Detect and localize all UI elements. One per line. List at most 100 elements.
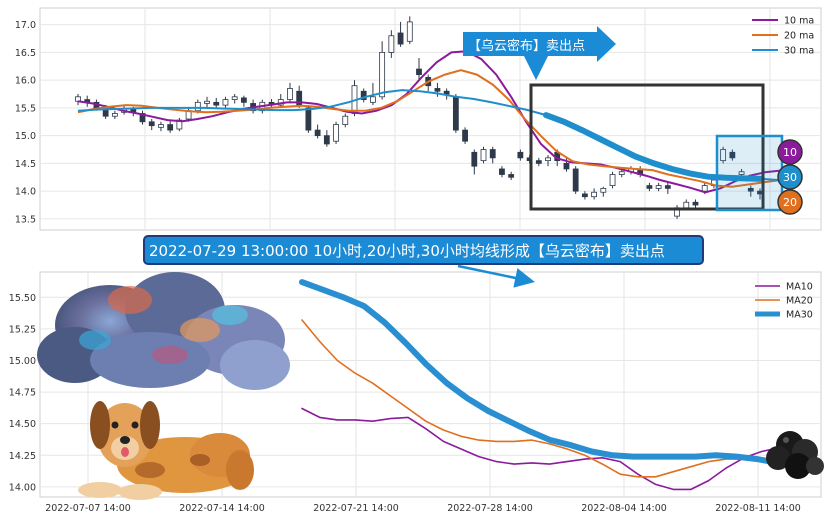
candle-body: [701, 185, 708, 192]
candle-body: [655, 185, 662, 189]
bottom-y-ticks: 14.00 14.25 14.50 14.75 15.00 15.25 15.50: [9, 293, 36, 494]
candle-body: [729, 151, 736, 159]
top-y-tick-label: 13.5: [15, 214, 36, 225]
dog-illustration: [78, 401, 254, 500]
candle-body: [406, 21, 413, 42]
top-y-tick-label: 16.5: [15, 48, 36, 59]
top-ma-lines: [77, 50, 781, 194]
candle-body: [609, 174, 616, 187]
candle-body: [545, 157, 551, 162]
top-line-20-ma: [77, 69, 781, 188]
candle-body: [305, 107, 312, 131]
bottom-panel: 14.00 14.25 14.50 14.75 15.00 15.25 15.50 2022…: [9, 271, 824, 514]
top-y-tick-label: 14.5: [15, 159, 36, 170]
signal-region-box: [529, 83, 765, 211]
candle-body: [600, 187, 607, 193]
candle-body: [517, 151, 524, 159]
dark-cloud-icon: [766, 431, 824, 479]
candle-body: [222, 99, 229, 106]
bottom-x-tick-label: 2022-08-04 14:00: [581, 503, 667, 514]
bottom-y-tick-label: 15.50: [9, 293, 36, 304]
candle-body: [158, 124, 164, 128]
candle-body: [489, 149, 496, 159]
candle-body: [618, 171, 625, 175]
candle-body: [499, 168, 505, 175]
candle-body: [683, 201, 690, 209]
top-plot-area: [39, 7, 822, 231]
candle-body: [111, 113, 118, 117]
candle-body: [342, 115, 349, 125]
candle-body: [480, 149, 487, 162]
bottom-legend-label: MA10: [786, 282, 813, 293]
candle-body: [333, 124, 339, 142]
bottom-line-ma20: [301, 319, 798, 478]
candle-body: [388, 35, 395, 53]
candle-body: [379, 52, 386, 98]
top-legend-label: 20 ma: [784, 31, 814, 42]
bottom-legend: MA10 MA20 MA30: [755, 282, 813, 321]
top-line-30ma-highlight: [543, 112, 765, 182]
marker-20-label: 20: [783, 196, 797, 209]
candle-body: [535, 160, 542, 164]
candle-body: [416, 68, 422, 76]
candle-body: [204, 100, 210, 104]
candle-body: [471, 151, 478, 167]
candle-body: [572, 168, 579, 192]
top-y-tick-label: 16.0: [15, 76, 36, 87]
storm-cloud-illustration: [37, 272, 290, 390]
candle-body: [139, 113, 146, 123]
top-legend-label: 10 ma: [784, 16, 814, 27]
candle-body: [370, 96, 376, 103]
bottom-x-ticks: 2022-07-07 14:00 2022-07-14 14:00 2022-07-…: [45, 503, 801, 514]
candle-body: [148, 121, 155, 127]
top-legend-label: 30 ma: [784, 46, 814, 57]
candle-body: [563, 162, 570, 170]
top-legend: 10 ma 20 ma 30 ma: [752, 16, 814, 57]
signal-top-label: 【乌云密布】卖出点: [468, 38, 585, 54]
candle-body: [591, 191, 598, 198]
current-region-box: [715, 134, 784, 212]
candle-body: [194, 101, 201, 112]
marker-10-icon: [777, 139, 803, 165]
bottom-y-tick-label: 14.00: [9, 482, 36, 493]
candle-body: [213, 101, 220, 106]
bottom-x-tick-label: 2022-07-28 14:00: [447, 503, 533, 514]
bottom-y-tick-label: 15.00: [9, 356, 36, 367]
top-y-tick-label: 17.0: [15, 20, 36, 31]
candle-body: [664, 185, 671, 189]
candle-body: [452, 96, 459, 131]
bottom-legend-label: MA30: [786, 310, 813, 321]
bottom-x-tick-label: 2022-07-21 14:00: [313, 503, 399, 514]
marker-30-label: 30: [783, 171, 797, 184]
candle-body: [646, 185, 653, 189]
candle-body: [287, 88, 293, 100]
candle-body: [167, 124, 174, 131]
bottom-x-tick-label: 2022-08-11 14:00: [715, 503, 801, 514]
marker-30-icon: [777, 164, 803, 190]
top-line-10-ma: [77, 50, 781, 194]
candle-body: [240, 97, 247, 103]
candle-body: [747, 187, 754, 192]
top-y-ticks: 13.5 14.0 14.5 15.0 15.5 16.0 16.5 17.0: [15, 20, 36, 225]
bottom-line-ma10: [301, 407, 798, 491]
candle-body: [314, 129, 321, 137]
signal-top-callout: 【乌云密布】卖出点: [463, 26, 616, 80]
candle-body: [443, 90, 450, 95]
bottom-y-tick-label: 14.50: [9, 419, 36, 430]
top-panel: 13.5 14.0 14.5 15.0 15.5 16.0 16.5 17.0 【乌云密布】卖…: [15, 7, 822, 231]
bottom-x-tick-label: 2022-07-07 14:00: [45, 503, 131, 514]
candle-body: [397, 32, 404, 45]
candle-body: [323, 135, 330, 145]
ma-markers: 10 30 20: [777, 139, 803, 215]
bottom-y-tick-label: 15.25: [9, 324, 36, 335]
candle-body: [738, 171, 745, 175]
candle-body: [508, 174, 515, 178]
bottom-y-tick-label: 14.25: [9, 451, 36, 462]
bottom-x-tick-label: 2022-07-14 14:00: [179, 503, 265, 514]
candle-body: [581, 193, 588, 198]
candle-body: [231, 96, 238, 100]
bottom-y-tick-label: 14.75: [9, 388, 36, 399]
candle-body: [720, 149, 727, 162]
candle-body: [462, 129, 468, 142]
